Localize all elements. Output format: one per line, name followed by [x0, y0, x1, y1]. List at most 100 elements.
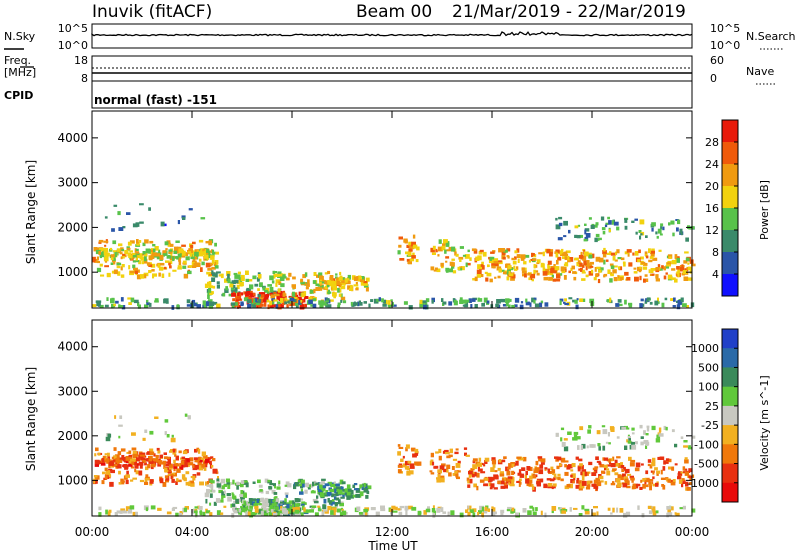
power-cell: [153, 254, 158, 257]
velocity-cell: [506, 470, 511, 476]
velocity-cell: [163, 452, 167, 455]
power-cell: [211, 249, 215, 255]
power-cell: [634, 251, 639, 256]
power-cell: [560, 252, 565, 256]
power-cell: [471, 298, 476, 302]
cpid-panel: CPID normal (fast) -151: [4, 80, 693, 109]
power-cell: [598, 269, 602, 273]
power-cell: [672, 232, 675, 237]
power-cell: [612, 269, 617, 274]
power-cell: [272, 270, 275, 274]
velocity-cell: [338, 482, 341, 485]
power-cell: [581, 298, 586, 302]
velocity-cell: [195, 513, 198, 516]
power-cell: [645, 235, 648, 238]
velocity-cell: [415, 461, 419, 466]
power-cell: [648, 248, 651, 254]
power-cell: [305, 286, 309, 290]
power-cell: [644, 274, 648, 277]
power-cell: [636, 266, 642, 272]
velocity-cell: [190, 476, 196, 479]
power-cell: [148, 264, 153, 267]
power-cell: [200, 248, 203, 253]
power-cell: [657, 228, 662, 234]
velocity-cell: [683, 471, 686, 474]
power-cell: [633, 267, 637, 270]
power-cell: [687, 277, 693, 281]
power-cell: [267, 304, 270, 310]
velocity-cell: [596, 430, 601, 435]
power-cell: [649, 256, 654, 259]
velocity-cell: [164, 475, 169, 479]
velocity-cell: [617, 463, 622, 468]
velocity-cell: [437, 469, 442, 474]
power-cell: [634, 218, 638, 221]
velocity-cell: [352, 494, 356, 498]
velocity-cell: [216, 510, 221, 515]
power-cell: [292, 286, 296, 289]
power-cell: [203, 303, 207, 308]
power-cell: [289, 303, 293, 307]
power-cell: [281, 302, 286, 305]
velocity-cell: [620, 462, 623, 466]
velocity-cell: [276, 486, 281, 490]
power-cell: [444, 249, 447, 254]
velocity-cell: [540, 510, 543, 515]
velocity-cell: [511, 477, 515, 482]
power-cell: [202, 248, 206, 252]
power-cell: [233, 272, 238, 275]
power-cell: [516, 266, 519, 270]
power-cell: [153, 248, 156, 253]
power-cell: [681, 264, 684, 269]
velocity-cell: [365, 483, 368, 487]
power-cell: [609, 263, 614, 266]
velocity-cell: [497, 480, 501, 485]
velocity-cell: [339, 479, 344, 485]
power-cell: [640, 233, 643, 236]
velocity-cell: [527, 510, 532, 515]
velocity-cell: [104, 467, 108, 471]
power-cell: [481, 261, 484, 266]
velocity-cell: [346, 484, 351, 489]
power-cell: [502, 304, 507, 307]
power-cell: [412, 252, 415, 256]
velocity-cell: [212, 468, 218, 474]
power-cell: [323, 302, 329, 306]
power-cell: [514, 256, 517, 260]
velocity-cell: [398, 463, 403, 466]
power-cell: [467, 249, 470, 253]
nave-tick-bottom: 0: [710, 72, 717, 85]
power-cell: [651, 273, 655, 276]
power-cell: [435, 248, 438, 252]
power-cell: [677, 268, 680, 273]
velocity-cell: [619, 508, 624, 513]
power-cell: [580, 251, 583, 256]
power-cell: [673, 297, 676, 302]
power-cell: [166, 255, 172, 259]
velocity-cell: [599, 464, 605, 468]
power-cell: [188, 265, 192, 268]
velocity-cell: [578, 458, 583, 462]
velocity-cell: [114, 454, 120, 458]
power-cell: [555, 279, 561, 282]
time-tick-label: 08:00: [275, 525, 310, 539]
velocity-cell: [515, 460, 519, 466]
cpid-frame: [91, 80, 693, 109]
velocity-cell: [175, 455, 179, 461]
velocity-cell: [603, 457, 609, 461]
velocity-cell: [185, 481, 189, 486]
velocity-cell: [165, 479, 169, 483]
power-cell: [233, 279, 239, 284]
velocity-cell: [674, 443, 678, 448]
velocity-cell: [634, 467, 640, 472]
velocity-cell: [269, 505, 274, 509]
velocity-colorbar-swatch: [722, 444, 738, 464]
power-cell: [132, 264, 136, 269]
power-cell: [325, 300, 329, 303]
velocity-cell: [573, 431, 579, 435]
power-cell: [459, 246, 464, 249]
velocity-cell: [249, 501, 253, 506]
velocity-cell: [150, 461, 154, 464]
power-cell: [95, 249, 101, 255]
power-cell: [281, 291, 284, 295]
